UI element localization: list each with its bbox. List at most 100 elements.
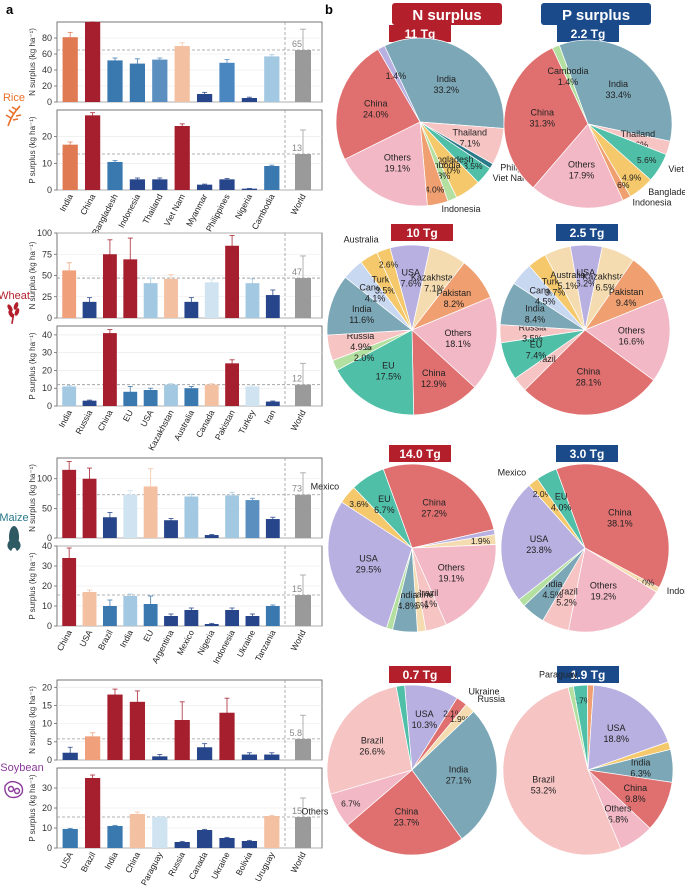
pie-total-label: 10 Tg <box>406 226 437 240</box>
bar-uruguay <box>264 816 280 848</box>
pie-label-eu: EU <box>378 494 391 504</box>
bar-world <box>295 738 311 760</box>
pie-pct-viet-nam: 3.5% <box>463 161 483 171</box>
pie-label-china: China <box>395 806 419 816</box>
bar-china <box>129 814 146 848</box>
pie-slice-brazil <box>326 686 413 795</box>
x-tick-label: China <box>123 850 142 875</box>
bar-mexico <box>184 496 199 538</box>
x-tick-label: Bolivia <box>234 850 255 877</box>
y-tick-label: 30 <box>42 348 52 358</box>
pie-label-kazakhstan: Kazakhstan <box>411 272 458 282</box>
bar-world <box>295 384 311 406</box>
x-tick-label-world: World <box>289 850 308 874</box>
svg-text:Soybean: Soybean <box>0 762 43 774</box>
x-tick-label: Nigeria <box>195 628 217 657</box>
bar-eu <box>123 259 138 318</box>
pie-pct-canada: 4.5% <box>535 296 556 306</box>
pie-slice-usa <box>327 501 413 629</box>
pie-label-bangladesh: Bangladesh <box>426 155 474 165</box>
x-tick-label: USA <box>138 408 155 428</box>
pie-pct-others: 19.1% <box>385 163 411 173</box>
y-tick-label: 0 <box>47 97 52 107</box>
pie-pct-russia: 4.9% <box>350 342 371 352</box>
pie-total-label: 3.0 Tg <box>570 447 605 461</box>
pie-label-others: Others <box>568 160 596 170</box>
bar-canada <box>196 830 213 848</box>
x-tick-label: Ukraine <box>209 850 232 881</box>
pie-label-indonesia: Indonesia <box>441 204 480 214</box>
bar-india <box>62 144 78 190</box>
pie-label-india: India <box>608 79 628 89</box>
x-tick-label-world: World <box>289 192 308 216</box>
pie-label-russia: Russia <box>477 694 505 704</box>
pie-pct-russia: 1.9% <box>450 714 470 724</box>
bar-china <box>102 254 117 318</box>
bar-ukraine <box>245 616 260 626</box>
bar-viet-nam <box>174 126 190 190</box>
pie-total-badge <box>389 666 451 683</box>
bar-turkey <box>245 283 260 318</box>
y-tick-label: 10 <box>42 601 52 611</box>
bar-indonesia <box>225 610 240 626</box>
pie-slice-australia <box>544 245 586 331</box>
y-axis-label: P surplus (kg ha⁻¹) <box>28 116 37 184</box>
bar-india <box>107 694 123 760</box>
bar-chart-soybean-p: 0 10 20 30 P surplus (kg ha⁻¹) USA Brazil India… <box>28 767 323 887</box>
pie-pct-china: 23.7% <box>394 817 420 827</box>
pie-slice-india <box>411 710 498 840</box>
pie-slice-others <box>568 547 657 633</box>
pie-total-badge <box>389 25 451 42</box>
pie-pct-china: 38.1% <box>607 519 633 529</box>
bar-china <box>129 701 146 760</box>
pie-total-badge <box>391 224 453 241</box>
pie-label-others: Others <box>604 803 632 813</box>
pie-slice-minor <box>567 685 589 771</box>
world-value-label: 65 <box>292 39 302 49</box>
pie-label-india: India <box>449 764 469 774</box>
pie-total-badge <box>556 224 618 241</box>
n-surplus-header: N surplus <box>392 3 502 25</box>
pie-slice-india <box>326 276 413 336</box>
y-tick-label: 20 <box>42 132 52 142</box>
pie-slice-china <box>503 47 589 189</box>
y-tick-label: 15 <box>42 700 52 710</box>
pie-pct-brazil: 4.1% <box>417 599 438 609</box>
pie-label-mexico: Mexico <box>498 468 527 478</box>
pie-label-banglades: Banglades <box>648 187 685 197</box>
bar-bangladesh <box>107 162 123 190</box>
bar-iran <box>265 295 280 318</box>
x-tick-label: EU <box>141 628 155 643</box>
bar-australia <box>184 388 199 406</box>
pie-pct-others: 6.8% <box>608 814 629 824</box>
pie-label-india: India <box>631 757 651 767</box>
bar-usa <box>82 478 97 538</box>
x-tick-label: USA <box>77 628 94 648</box>
pie-label-turkey: Turkey <box>372 275 400 285</box>
x-tick-label: Uruguay <box>253 850 277 884</box>
bar-world <box>295 278 311 318</box>
pie-label-russia: Russia <box>519 322 547 332</box>
pie-label-china: China <box>364 99 388 109</box>
bar-bolivia <box>241 841 258 848</box>
x-tick-label-world: World <box>289 408 308 432</box>
pie-label-india: India <box>437 74 457 84</box>
x-tick-label: Thailand <box>140 192 164 226</box>
bar-usa <box>82 592 97 626</box>
pie-slice-china <box>524 329 655 416</box>
pie-pct-eu: 17.5% <box>376 371 402 381</box>
y-tick-label: 50 <box>42 503 52 513</box>
y-tick-label: 0 <box>47 843 52 853</box>
bar-india <box>123 596 138 626</box>
x-tick-label: Viet Nam <box>162 192 187 227</box>
x-tick-label: Canada <box>187 850 210 881</box>
pie-pct-ukraine: 2.1% <box>443 709 463 719</box>
pie-slice-others <box>344 121 428 207</box>
pie-total-label: 2.2 Tg <box>571 27 606 41</box>
rice-icon <box>5 105 22 127</box>
bar-argentina <box>164 616 178 626</box>
y-axis-label: N surplus (kg ha⁻¹) <box>28 28 37 96</box>
n-surplus-title: N surplus <box>412 7 481 24</box>
